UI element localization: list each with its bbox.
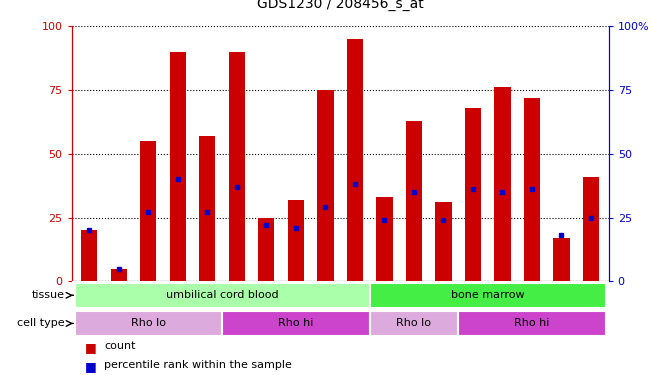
Text: GDS1230 / 208456_s_at: GDS1230 / 208456_s_at — [256, 0, 424, 11]
Bar — [258, 217, 275, 281]
Text: umbilical cord blood: umbilical cord blood — [166, 290, 279, 300]
Text: tissue: tissue — [32, 290, 65, 300]
Bar — [75, 311, 222, 336]
Bar — [199, 136, 215, 281]
Bar — [288, 200, 304, 281]
Text: cell type: cell type — [18, 318, 65, 328]
Bar — [458, 311, 605, 336]
Bar — [81, 230, 98, 281]
Text: count: count — [104, 341, 135, 351]
Bar — [222, 311, 370, 336]
Text: Rho hi: Rho hi — [278, 318, 314, 328]
Bar — [524, 98, 540, 281]
Text: ■: ■ — [85, 341, 96, 354]
Bar — [229, 52, 245, 281]
Bar — [75, 283, 370, 308]
Bar — [553, 238, 570, 281]
Bar — [170, 52, 186, 281]
Text: Rho lo: Rho lo — [131, 318, 166, 328]
Bar — [583, 177, 599, 281]
Text: bone marrow: bone marrow — [451, 290, 525, 300]
Bar — [370, 283, 605, 308]
Text: percentile rank within the sample: percentile rank within the sample — [104, 360, 292, 370]
Bar — [370, 311, 458, 336]
Bar — [465, 108, 481, 281]
Text: Rho hi: Rho hi — [514, 318, 549, 328]
Bar — [347, 39, 363, 281]
Bar — [111, 268, 127, 281]
Text: ■: ■ — [85, 360, 96, 373]
Bar — [406, 121, 422, 281]
Bar — [494, 87, 510, 281]
Bar — [140, 141, 156, 281]
Bar — [376, 197, 393, 281]
Text: Rho lo: Rho lo — [396, 318, 432, 328]
Bar — [317, 90, 333, 281]
Bar — [436, 202, 452, 281]
